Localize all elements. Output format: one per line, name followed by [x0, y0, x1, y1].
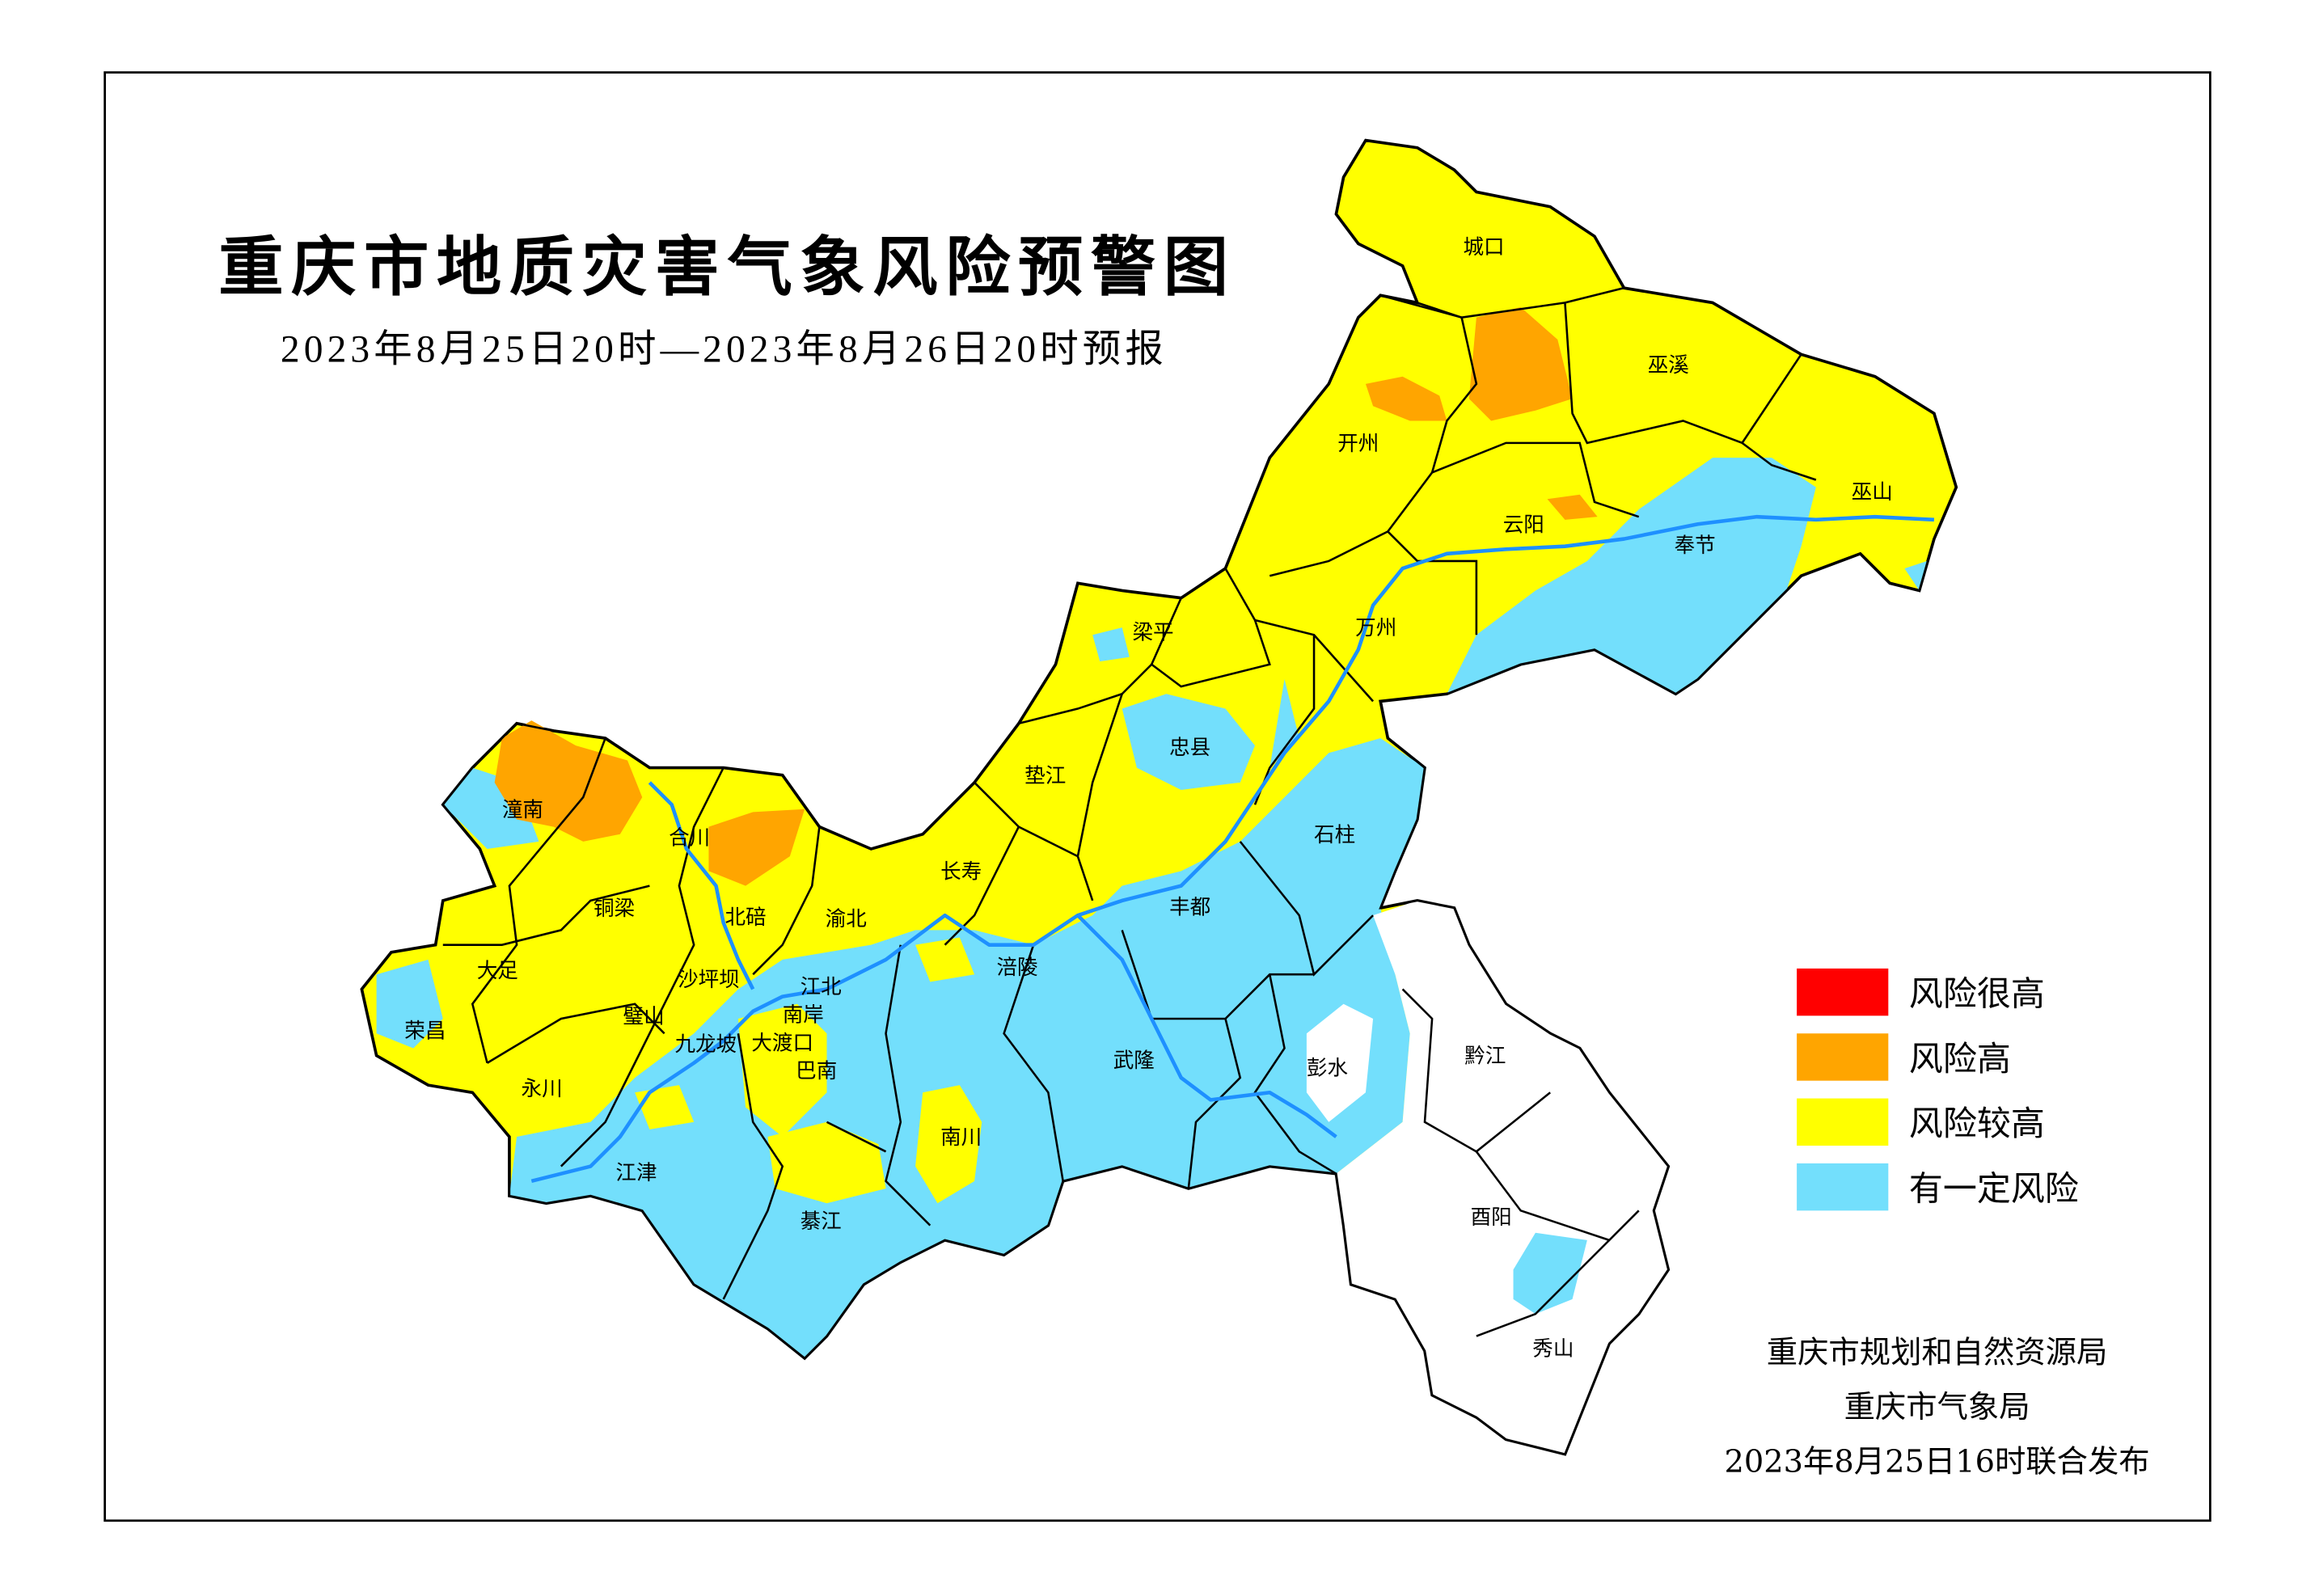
district-label: 垫江	[1024, 764, 1066, 788]
district-label: 铜梁	[594, 897, 635, 921]
district-label: 城口	[1463, 235, 1504, 260]
district-label: 黔江	[1464, 1045, 1506, 1069]
region-relatively-high-patches	[635, 937, 982, 1204]
jialing-river	[648, 781, 755, 990]
region-no-risk	[1336, 900, 1669, 1455]
district-label: 万州	[1355, 616, 1396, 640]
legend-label: 有一定风险	[1909, 1169, 2079, 1209]
legend-label: 风险高	[1909, 1039, 2011, 1079]
legend-label: 风险较高	[1909, 1104, 2045, 1143]
region-some-risk-youyang	[1513, 1232, 1587, 1315]
district-label: 奉节	[1675, 534, 1716, 558]
district-label: 彭水	[1307, 1056, 1348, 1080]
issue-time: 2023年8月25日16时联合发布	[1725, 1444, 2150, 1480]
district-label: 忠县	[1169, 736, 1210, 760]
district-label: 大足	[477, 959, 518, 983]
district-label: 江北	[801, 975, 842, 999]
district-label: 秀山	[1532, 1336, 1574, 1361]
district-label: 九龙坡	[674, 1032, 737, 1057]
district-label: 丰都	[1169, 895, 1210, 919]
district-label: 大渡口	[751, 1031, 813, 1055]
district-label: 武隆	[1113, 1049, 1155, 1073]
district-label: 璧山	[623, 1004, 665, 1028]
district-label: 北碚	[725, 906, 767, 930]
yangtze-river	[530, 514, 1935, 1184]
issuer-footer: 重庆市规划和自然资源局 重庆市气象局 2023年8月25日16时联合发布	[1725, 1334, 2150, 1480]
district-label: 涪陵	[996, 956, 1037, 980]
city-boundary	[360, 139, 1958, 1456]
legend-swatch	[1797, 1163, 1889, 1211]
wu-river	[1076, 914, 1337, 1138]
legend-swatch	[1797, 968, 1889, 1016]
district-label: 江津	[615, 1161, 657, 1185]
legend-swatch	[1797, 1098, 1889, 1146]
region-no-risk-pengshui	[1306, 1003, 1374, 1122]
district-label: 巫溪	[1648, 353, 1689, 378]
legend-swatch	[1797, 1033, 1889, 1081]
district-label: 南岸	[783, 1003, 824, 1028]
district-label: 渝北	[826, 907, 867, 931]
district-label: 潼南	[502, 798, 543, 822]
district-label: 开州	[1337, 432, 1379, 456]
district-label: 永川	[522, 1077, 563, 1101]
district-label: 荣昌	[404, 1020, 446, 1044]
issuer-line-1: 重庆市规划和自然资源局	[1767, 1334, 2108, 1370]
district-label: 沙坪坝	[678, 968, 740, 992]
map-subtitle: 2023年8月25日20时—2023年8月26日20时预报	[281, 328, 1164, 370]
region-high-risk	[494, 306, 1598, 886]
district-boundaries	[442, 286, 1817, 1337]
district-label: 巫山	[1852, 480, 1893, 505]
district-label: 綦江	[801, 1210, 842, 1234]
district-label: 石柱	[1314, 823, 1355, 847]
district-label: 巴南	[796, 1059, 837, 1083]
rivers	[530, 514, 1935, 1184]
district-label: 酉阳	[1471, 1205, 1512, 1230]
district-label: 合川	[669, 826, 710, 851]
issuer-line-2: 重庆市气象局	[1844, 1389, 2030, 1425]
district-label: 云阳	[1503, 513, 1544, 537]
district-label: 南川	[940, 1125, 982, 1150]
district-label: 长寿	[940, 860, 982, 885]
legend-label: 风险很高	[1909, 974, 2045, 1014]
district-label: 梁平	[1132, 621, 1173, 645]
